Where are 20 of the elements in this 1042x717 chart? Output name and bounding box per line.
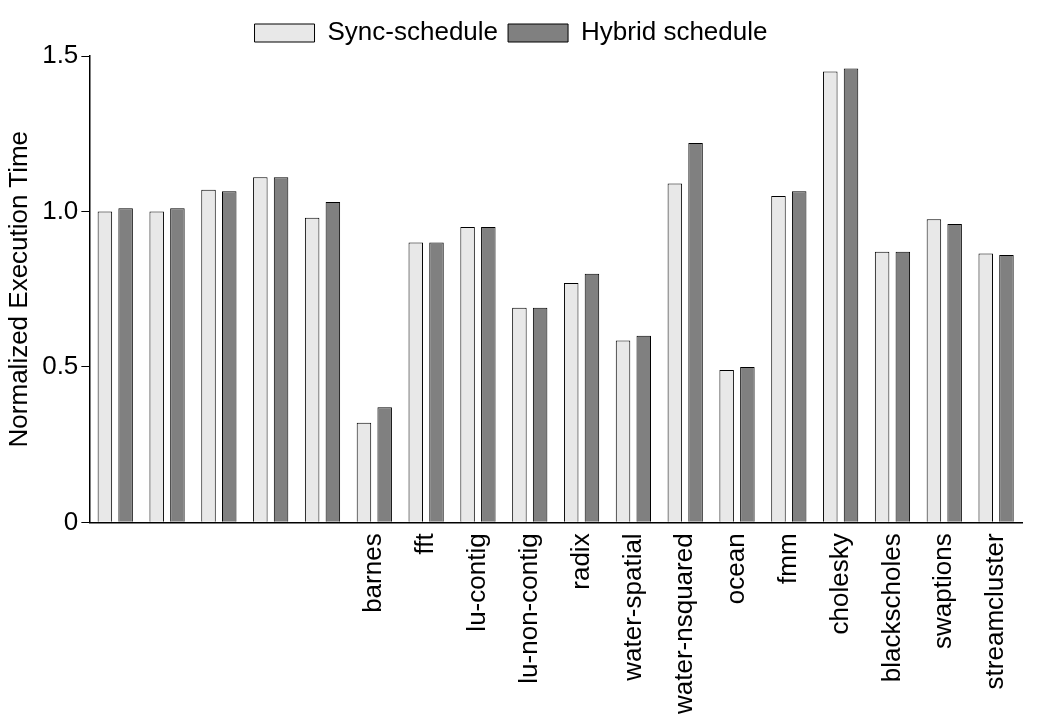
x-tick-label: swaptions: [927, 533, 958, 649]
x-tick-label: lu-non-contig: [512, 533, 543, 684]
x-tick-label: blackscholes: [875, 533, 906, 683]
legend-label: Hybrid schedule: [581, 16, 768, 47]
x-tick-label: water-nsquared: [668, 533, 699, 715]
x-tick-label: water-spatial: [616, 533, 647, 682]
y-tick-label: 0.5: [42, 350, 79, 381]
x-tick-label: barnes: [357, 533, 388, 613]
y-tick-label: 0: [63, 505, 79, 536]
x-tick-label: radix: [564, 533, 595, 590]
y-tick-label: 1.0: [42, 194, 79, 225]
x-tick-label: fft: [409, 532, 440, 555]
x-tick-label: ocean: [720, 533, 751, 605]
x-tick-label: streamcluster: [979, 533, 1010, 690]
x-tick-label: cholesky: [823, 533, 854, 635]
legend-label: Sync-schedule: [327, 16, 499, 47]
y-tick-label: 1.5: [42, 39, 79, 70]
x-tick-label: fmm: [772, 533, 803, 584]
x-tick-label: lu-contig: [461, 533, 492, 632]
y-axis-title: Normalized Execution Time: [2, 130, 33, 448]
